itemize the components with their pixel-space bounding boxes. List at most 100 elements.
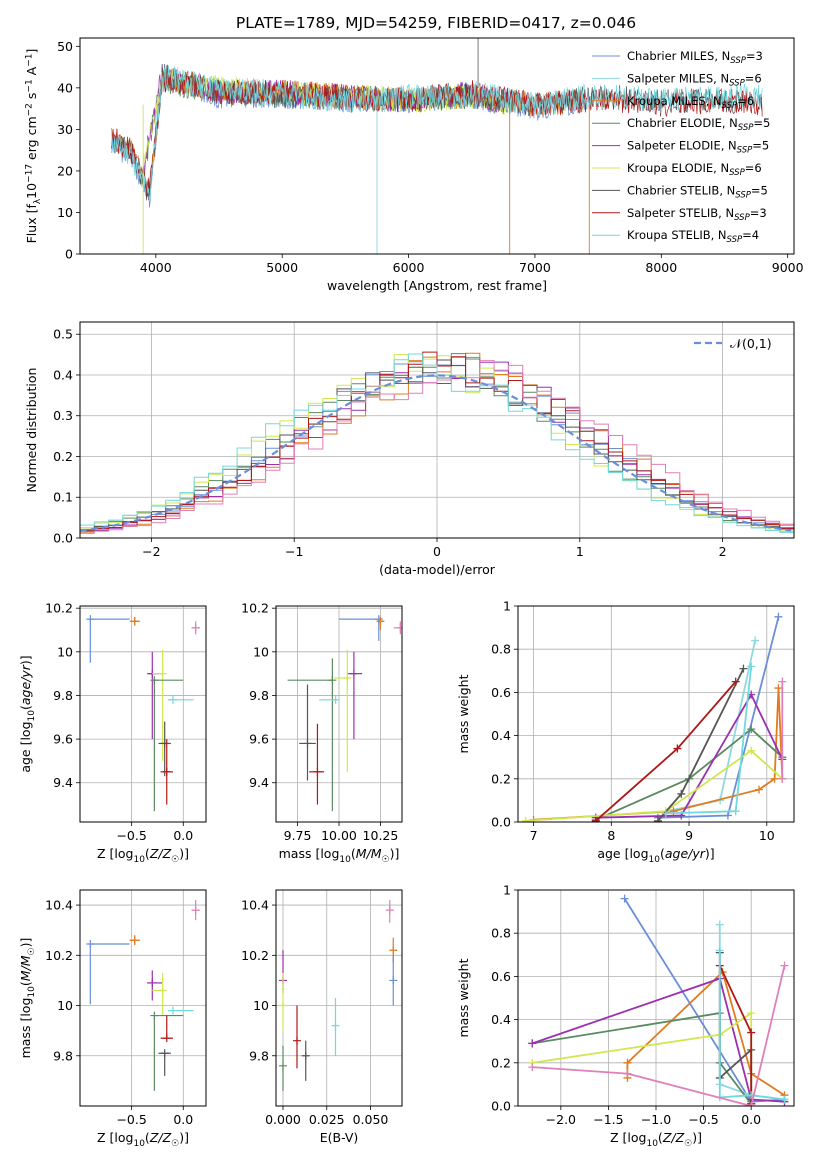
point-marker: [160, 1049, 169, 1058]
x-tick-label: 0.0: [173, 828, 193, 843]
weight-marker: [780, 961, 789, 970]
y-tick-label: 30: [57, 122, 73, 137]
y-tick-label: 50: [57, 39, 73, 54]
x-axis-label: E(B-V): [320, 1130, 359, 1145]
axes-frame: [79, 889, 207, 1107]
weight-marker: [755, 785, 764, 794]
x-tick-label: 9.75: [284, 828, 312, 843]
errorbar-point: [191, 900, 200, 921]
point-marker: [191, 906, 200, 915]
errorbar-point: [86, 940, 130, 1005]
spectrum-line: [111, 65, 763, 202]
weight-marker: [677, 789, 686, 798]
panel-mass_vs_ebv: 0.000 0.025 0.050 9.8 10 10.2 10.4 E(B-V): [241, 889, 403, 1145]
y-tick-label: 0.8: [491, 926, 511, 941]
legend-entry: Salpeter MILES, NSSP=6: [627, 71, 762, 88]
x-tick-label: −1.5: [593, 1112, 623, 1127]
plot-area-weight_vs_age: [521, 612, 787, 822]
weight-series: [626, 970, 785, 1096]
legend-entry: Salpeter STELIB, NSSP=3: [627, 206, 767, 223]
point-marker: [279, 1001, 287, 1010]
point-marker: [191, 623, 200, 632]
weight-marker: [661, 809, 670, 818]
x-tick-label: 0: [433, 544, 441, 559]
axes-frame: [79, 605, 207, 823]
y-tick-label: 10: [253, 644, 269, 659]
point-marker: [130, 936, 139, 945]
y-axis-label: Flux [fλ10−17 erg cm−2 s−1 A−1]: [24, 49, 43, 244]
errorbar-point: [339, 615, 383, 641]
point-marker: [158, 986, 167, 995]
weight-marker: [747, 1102, 756, 1106]
y-tick-label: 0.0: [53, 531, 73, 546]
point-marker: [331, 695, 340, 704]
x-tick-label: 0.0: [741, 1112, 761, 1127]
errorbar-point: [279, 972, 287, 1031]
x-tick-label: −2: [142, 544, 160, 559]
plot-area-spectrum: [111, 38, 763, 254]
y-tick-label: 10: [57, 644, 73, 659]
y-tick-label: 0.4: [491, 728, 511, 743]
panel-age_vs_z: −0.5 0.0 9.4 9.6 9.8 10 10.2 Z [log10(Z/Z☉)] age…: [18, 601, 207, 865]
weight-marker: [780, 1095, 789, 1104]
errorbar-point: [86, 615, 130, 663]
weight-marker: [774, 612, 783, 621]
weight-marker: [747, 725, 756, 734]
axes-frame: [275, 889, 403, 1107]
panel-spectrum: 4000 5000 6000 7000 8000 9000 0 10 20 30 40 50 wavel…: [24, 37, 804, 293]
legend-entry: Kroupa STELIB, NSSP=4: [627, 228, 759, 245]
x-axis-label: (data-model)/error: [379, 562, 496, 577]
point-marker: [328, 676, 337, 685]
panel-age_vs_mass: 9.75 10.00 10.25 9.4 9.6 9.8 10 10.2 mass [log10…: [241, 601, 403, 865]
figure-title: PLATE=1789, MJD=54259, FIBERID=0417, z=0…: [236, 14, 636, 32]
x-tick-label: −1: [285, 544, 303, 559]
x-tick-label: 4000: [140, 260, 172, 275]
y-tick-label: 10: [253, 998, 269, 1013]
y-tick-label: 10.2: [241, 601, 269, 616]
weight-marker: [747, 1028, 756, 1037]
errorbar-point: [167, 695, 194, 704]
y-tick-label: 9.6: [249, 732, 269, 747]
point-marker: [301, 1051, 310, 1060]
panel-mass_vs_z: −0.5 0.0 9.8 10 10.2 10.4 Z [log10(Z/Z☉)] mass …: [18, 889, 207, 1149]
y-tick-label: 0.4: [491, 1012, 511, 1027]
weight-marker: [747, 1009, 756, 1018]
y-tick-label: 0.5: [53, 327, 73, 342]
errorbar-point: [152, 649, 167, 761]
y-tick-label: 1: [503, 599, 511, 614]
weight-marker: [620, 894, 629, 903]
y-tick-label: 9.4: [53, 775, 73, 790]
errorbar-point: [287, 658, 337, 812]
errorbar-point: [331, 998, 340, 1056]
point-marker: [158, 669, 167, 678]
errorbar-point: [158, 1049, 171, 1076]
histogram-series: [80, 353, 794, 533]
normal-reference-curve: [80, 374, 792, 532]
axes-frame: [517, 605, 795, 823]
x-axis-label: Z [log10(Z/Z☉)]: [610, 1130, 702, 1149]
x-axis-label: Z [log10(Z/Z☉)]: [97, 846, 189, 865]
weight-series: [525, 749, 783, 822]
x-tick-label: −0.5: [116, 828, 146, 843]
y-tick-label: 0.3: [53, 408, 73, 423]
y-tick-label: 0.2: [491, 771, 511, 786]
errorbar-point: [160, 1015, 173, 1043]
point-marker: [150, 676, 159, 685]
point-marker: [313, 767, 322, 776]
legend-entry: Chabrier STELIB, NSSP=5: [627, 183, 768, 200]
x-tick-label: 7: [530, 828, 538, 843]
point-marker: [86, 940, 95, 948]
x-tick-label: 9000: [772, 260, 804, 275]
x-tick-label: 0.0: [173, 1112, 193, 1127]
histogram-series: [80, 351, 794, 533]
errorbar-point: [376, 616, 385, 630]
point-marker: [150, 1011, 159, 1020]
y-tick-label: 9.8: [249, 1048, 269, 1063]
legend-entry: Salpeter ELODIE, NSSP=5: [627, 139, 769, 156]
y-tick-label: 0: [65, 247, 73, 262]
x-tick-label: −2.0: [546, 1112, 576, 1127]
axes-frame: [275, 605, 403, 823]
weight-marker: [623, 1069, 632, 1078]
plot-area-mass_vs_z: [86, 900, 200, 1091]
